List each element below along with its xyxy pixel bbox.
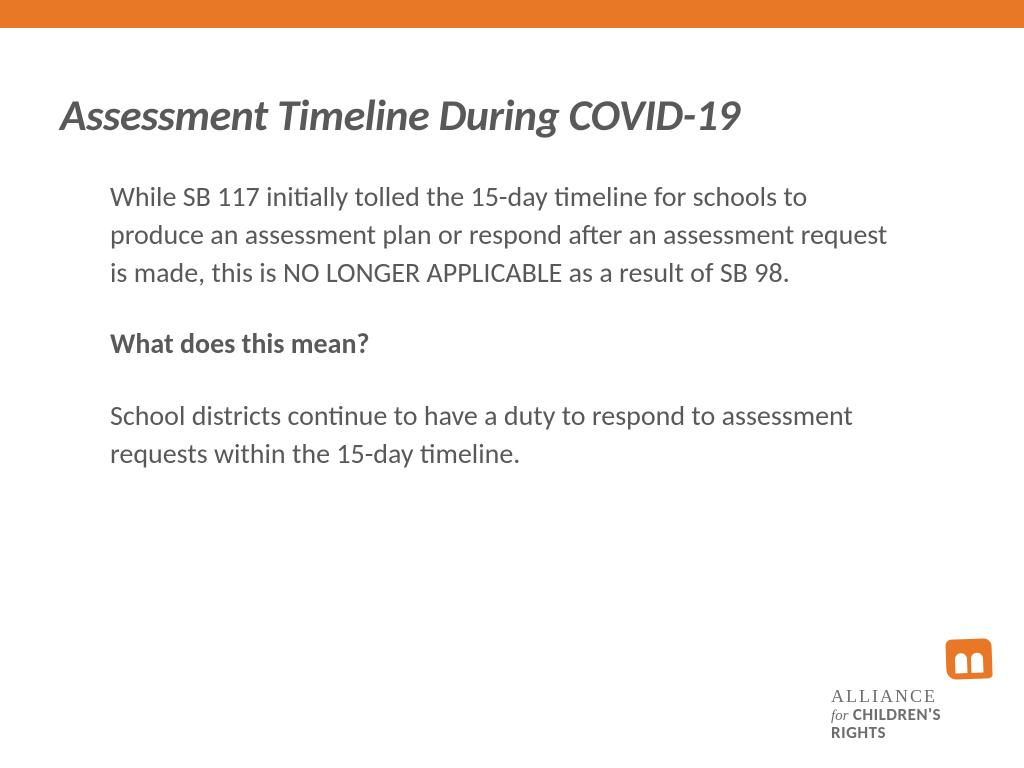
alliance-logo: ALLIANCE for CHILDREN'S RIGHTS (831, 639, 992, 742)
paragraph-2: School districts continue to have a duty… (110, 397, 904, 473)
body-text: While SB 117 initially tolled the 15-day… (60, 178, 964, 473)
logo-icon (945, 638, 992, 680)
slide-title: Assessment Timeline During COVID-19 (60, 88, 964, 142)
logo-line-1: ALLIANCE (831, 686, 937, 706)
slide-content: Assessment Timeline During COVID-19 Whil… (0, 28, 1024, 473)
accent-bar (0, 0, 1024, 28)
logo-line-3: RIGHTS (831, 722, 886, 743)
question-heading: What does this mean? (110, 325, 904, 363)
paragraph-1: While SB 117 initially tolled the 15-day… (110, 178, 904, 291)
